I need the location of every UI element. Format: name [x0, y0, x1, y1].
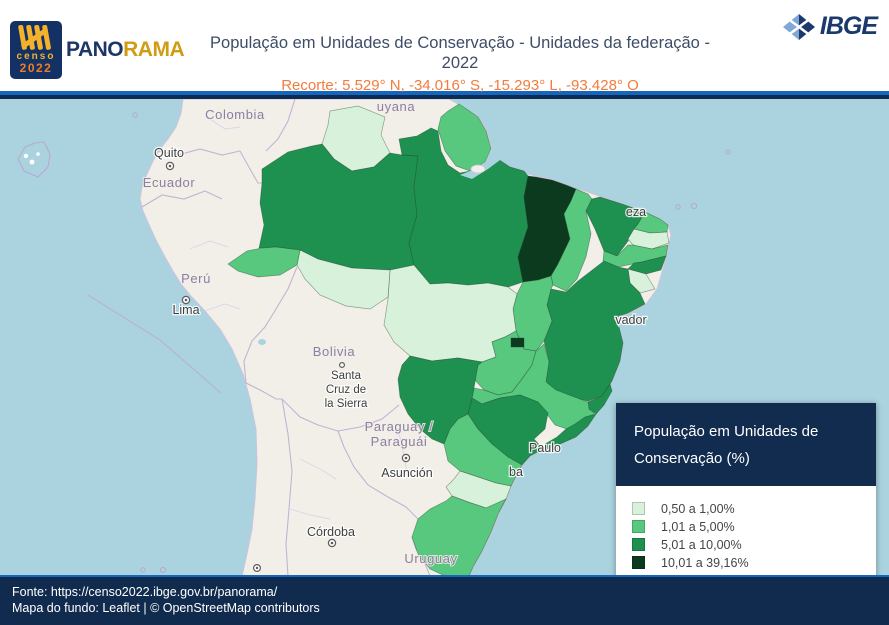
label-lima: Lima: [172, 303, 199, 317]
legend-body: 0,50 a 1,00% 1,01 a 5,00% 5,01 a 10,00% …: [616, 486, 876, 575]
state-AC[interactable]: [227, 246, 301, 278]
label-colombia: Colombia: [205, 107, 265, 122]
label-santa-cruz-line2: Cruz de: [326, 384, 366, 396]
city-marker-asuncion: [401, 453, 411, 463]
ibge-logo[interactable]: IBGE: [782, 12, 878, 41]
ibge-diamond-icon: [782, 13, 815, 40]
label-uruguay: Uruguay: [404, 551, 457, 566]
lake-titicaca: [258, 339, 266, 345]
censo-logo-text: censo: [16, 51, 56, 62]
label-peru: Perú: [181, 271, 211, 286]
legend-label-1: 0,50 a 1,00%: [661, 501, 735, 516]
app-footer: Fonte: https://censo2022.ibge.gov.br/pan…: [0, 577, 889, 625]
page-title-line1: População em Unidades de Conservação - U…: [210, 34, 710, 52]
map-container: Colombia Ecuador Perú Bolivia Paraguay /…: [0, 99, 889, 575]
censo-logo-year: 2022: [19, 61, 53, 75]
header-divider-blue: [0, 91, 889, 95]
header-divider-navy: [0, 95, 889, 99]
footer-source: Fonte: https://censo2022.ibge.gov.br/pan…: [12, 585, 278, 599]
label-santa-cruz-line3: la Sierra: [325, 398, 368, 410]
legend-item: 1,01 a 5,00%: [632, 518, 860, 535]
censo-2022-logo[interactable]: censo 2022: [10, 21, 62, 79]
page-title-line2: 2022: [441, 54, 479, 72]
label-salvador-fragment: vador: [615, 313, 646, 327]
label-bolivia: Bolivia: [313, 344, 356, 359]
amazon-river-mouth: [460, 149, 500, 179]
city-marker-quito: [165, 161, 175, 171]
label-curitiba-fragment: ba: [509, 465, 523, 479]
label-quito: Quito: [154, 146, 184, 160]
label-fortaleza-fragment: eza: [626, 205, 646, 219]
panorama-wordmark[interactable]: PANORAMA: [66, 38, 185, 61]
map-extent-subtitle: Recorte: 5.529° N, -34.016° S, -15.293° …: [281, 77, 639, 94]
label-asuncion: Asunción: [381, 466, 432, 480]
legend-item: 0,50 a 1,00%: [632, 500, 860, 517]
state-RO[interactable]: [296, 249, 391, 310]
app-header: censo 2022 PANORAMA População em Unidade…: [0, 0, 889, 94]
state-DF[interactable]: [510, 337, 525, 348]
censo-tally-icon: [18, 24, 51, 50]
marajo-island: [470, 164, 486, 174]
legend-label-2: 1,01 a 5,00%: [661, 519, 735, 534]
label-paraguay-line2: Paraguái: [371, 434, 428, 449]
legend-label-4: 10,01 a 39,16%: [661, 555, 749, 570]
city-marker-lima: [181, 295, 191, 305]
legend-item: 10,01 a 39,16%: [632, 554, 860, 571]
state-CE[interactable]: [585, 196, 646, 257]
international-borders: [141, 99, 431, 575]
legend-swatch-4: [632, 556, 645, 569]
map-legend: População em Unidades de Conservação (%)…: [616, 403, 876, 575]
ibge-logo-text: IBGE: [819, 12, 878, 40]
state-PB[interactable]: [627, 228, 670, 250]
legend-label-3: 5,01 a 10,00%: [661, 537, 742, 552]
legend-swatch-1: [632, 502, 645, 515]
footer-attribution: Mapa do fundo: Leaflet | © OpenStreetMap…: [12, 601, 320, 615]
state-RS[interactable]: [411, 495, 507, 575]
legend-swatch-3: [632, 538, 645, 551]
city-marker-bottom: [253, 564, 262, 573]
label-santa-cruz-line1: Santa: [331, 370, 362, 382]
label-paraguay-line1: Paraguay /: [365, 419, 434, 434]
maritime-boundary: [87, 294, 222, 394]
islands: [17, 112, 731, 574]
footer-divider-blue: [0, 575, 889, 577]
state-RJ[interactable]: [544, 413, 597, 450]
legend-swatch-2: [632, 520, 645, 533]
page-title-block: População em Unidades de Conservação - U…: [160, 33, 760, 95]
label-cordoba: Córdoba: [307, 525, 355, 539]
map-labels: Colombia Ecuador Perú Bolivia Paraguay /…: [142, 99, 648, 567]
label-sao-paulo-fragment: Paulo: [529, 441, 561, 455]
legend-item: 5,01 a 10,00%: [632, 536, 860, 553]
legend-title: População em Unidades de Conservação (%): [616, 403, 876, 486]
label-ecuador: Ecuador: [143, 175, 196, 190]
brazil-states: [227, 103, 670, 575]
city-marker-cordoba: [327, 538, 337, 548]
city-markers: [165, 161, 411, 573]
city-marker-santa-cruz: [339, 362, 346, 369]
state-BA[interactable]: [543, 260, 646, 402]
label-guyana: uyana: [377, 99, 416, 114]
state-ES[interactable]: [587, 383, 613, 415]
